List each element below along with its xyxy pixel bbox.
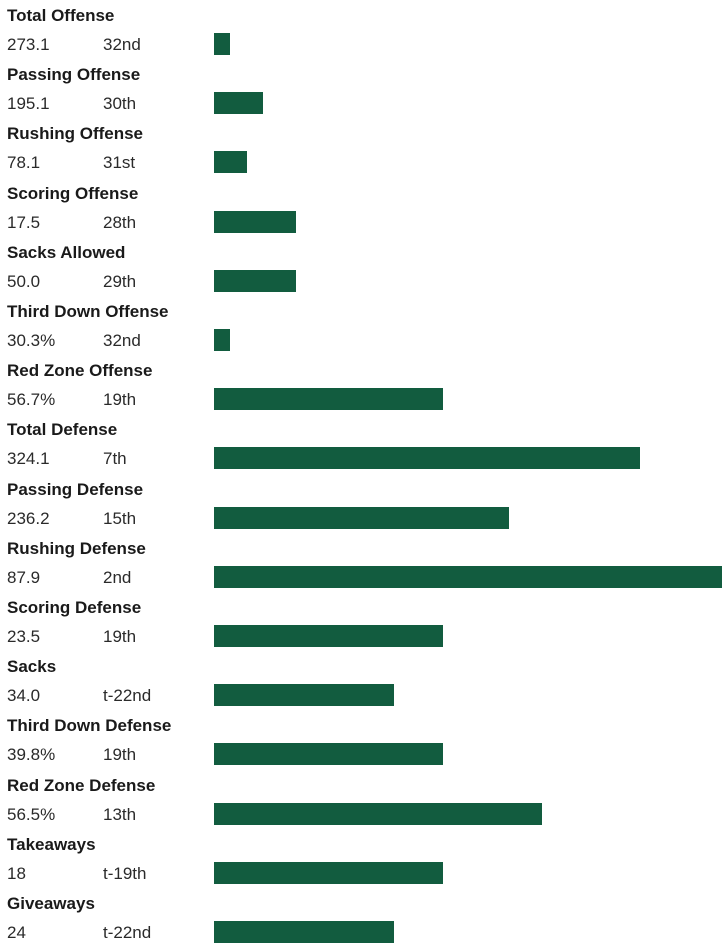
stat-value: 87.9 — [7, 568, 41, 587]
stat-rank: 32nd — [103, 331, 141, 350]
stat-value: 195.1 — [7, 94, 50, 113]
stat-row: Third Down Offense 30.3% 32nd — [0, 296, 722, 355]
stat-value: 273.1 — [7, 35, 50, 54]
stat-label: Passing Offense — [7, 65, 141, 84]
stat-label: Total Offense — [7, 6, 115, 25]
stat-label: Sacks Allowed — [7, 243, 126, 262]
stat-value: 56.5% — [7, 805, 56, 824]
stat-label: Passing Defense — [7, 480, 144, 499]
stat-rank: 19th — [103, 745, 137, 764]
stat-row: Takeaways 18 t-19th — [0, 829, 722, 888]
stat-label: Rushing Defense — [7, 539, 146, 558]
stat-label: Giveaways — [7, 894, 95, 913]
stat-value: 34.0 — [7, 686, 41, 705]
ranking-bar — [214, 566, 722, 588]
stat-rank: 30th — [103, 94, 137, 113]
stat-rank: 19th — [103, 390, 137, 409]
stat-value: 17.5 — [7, 213, 41, 232]
stat-value: 23.5 — [7, 627, 41, 646]
stat-row: Red Zone Offense 56.7% 19th — [0, 355, 722, 414]
stat-value: 56.7% — [7, 390, 56, 409]
stat-row: Passing Defense 236.2 15th — [0, 474, 722, 533]
ranking-bar — [214, 33, 230, 55]
stat-row: Giveaways 24 t-22nd — [0, 888, 722, 947]
stat-label: Red Zone Offense — [7, 361, 153, 380]
stat-value: 324.1 — [7, 449, 50, 468]
stat-row: Rushing Offense 78.1 31st — [0, 118, 722, 177]
ranking-bar — [214, 447, 640, 469]
stat-row: Red Zone Defense 56.5% 13th — [0, 770, 722, 829]
stat-rank: 31st — [103, 153, 136, 172]
ranking-bar — [214, 211, 296, 233]
stat-label: Rushing Offense — [7, 124, 144, 143]
ranking-bar — [214, 803, 542, 825]
stat-label: Third Down Offense — [7, 302, 169, 321]
ranking-bar — [214, 270, 296, 292]
stat-label: Total Defense — [7, 420, 118, 439]
stat-rank: 7th — [103, 449, 127, 468]
stat-label: Takeaways — [7, 835, 96, 854]
stat-label: Sacks — [7, 657, 57, 676]
stat-row: Scoring Defense 23.5 19th — [0, 592, 722, 651]
stat-value: 24 — [7, 923, 26, 942]
ranking-bar — [214, 862, 443, 884]
stat-row: Rushing Defense 87.9 2nd — [0, 533, 722, 592]
stat-value: 50.0 — [7, 272, 41, 291]
stat-rank: 19th — [103, 627, 137, 646]
stat-rank: 2nd — [103, 568, 132, 587]
stat-rank: t-19th — [103, 864, 147, 883]
stat-row: Total Defense 324.1 7th — [0, 414, 722, 473]
stat-rank: 32nd — [103, 35, 141, 54]
stat-row: Third Down Defense 39.8% 19th — [0, 710, 722, 769]
stat-label: Red Zone Defense — [7, 776, 156, 795]
ranking-bar — [214, 743, 443, 765]
stat-label: Scoring Defense — [7, 598, 142, 617]
stat-label: Third Down Defense — [7, 716, 172, 735]
stat-row: Passing Offense 195.1 30th — [0, 59, 722, 118]
stat-row: Sacks Allowed 50.0 29th — [0, 237, 722, 296]
stat-value: 236.2 — [7, 509, 50, 528]
stat-rank: 13th — [103, 805, 137, 824]
stat-value: 18 — [7, 864, 26, 883]
ranking-bar — [214, 921, 394, 943]
stat-rank: 15th — [103, 509, 137, 528]
stat-rank: t-22nd — [103, 686, 152, 705]
ranking-bar — [214, 151, 247, 173]
stat-row: Scoring Offense 17.5 28th — [0, 178, 722, 237]
ranking-bar — [214, 92, 263, 114]
ranking-bar — [214, 388, 443, 410]
stat-value: 39.8% — [7, 745, 56, 764]
stat-row: Sacks 34.0 t-22nd — [0, 651, 722, 710]
stat-rank: t-22nd — [103, 923, 152, 942]
stat-value: 30.3% — [7, 331, 56, 350]
stat-value: 78.1 — [7, 153, 41, 172]
stat-label: Scoring Offense — [7, 184, 139, 203]
ranking-bar — [214, 684, 394, 706]
ranking-bar — [214, 507, 509, 529]
ranking-bar — [214, 329, 230, 351]
stat-rank: 29th — [103, 272, 137, 291]
stat-row: Total Offense 273.1 32nd — [0, 0, 722, 59]
ranking-bar — [214, 625, 443, 647]
stat-rank: 28th — [103, 213, 137, 232]
